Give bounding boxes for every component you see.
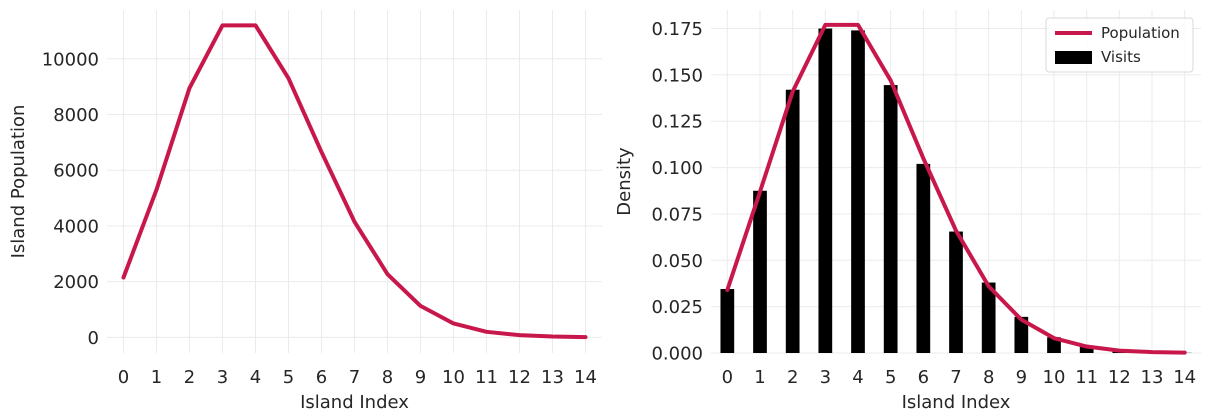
y-tick-label: 0.075: [651, 204, 703, 225]
x-tick-label: 5: [283, 367, 294, 388]
x-axis-label: Island Index: [902, 392, 1011, 411]
bar-visits: [1014, 316, 1029, 353]
y-tick-label: 0.175: [651, 19, 703, 40]
x-tick-label: 13: [541, 367, 564, 388]
line-population: [725, 22, 1187, 355]
x-tick-label: 14: [1173, 367, 1196, 388]
x-tick-label: 8: [382, 367, 393, 388]
bar-visits: [1047, 337, 1061, 353]
bar-visits: [753, 190, 767, 353]
x-tick-label: 2: [184, 367, 195, 388]
y-tick-label: 6000: [53, 161, 99, 182]
y-axis-label: Density: [614, 147, 635, 216]
legend-swatch-visits: [1055, 51, 1092, 64]
x-tick-label: 12: [508, 367, 531, 388]
x-tick-label: 4: [250, 367, 261, 388]
y-tick-label: 0.150: [651, 65, 703, 86]
y-tick-label: 0.025: [651, 297, 703, 318]
y-tick-label: 0.050: [651, 251, 703, 272]
x-tick-label: 1: [151, 367, 162, 388]
bar-visits: [883, 85, 898, 354]
left-chart-population: 0 1 2 3 4 5 6 7 8 9 10 11 12 13 1402000400060008000100…: [8, 10, 602, 411]
x-tick-label: 7: [950, 367, 961, 388]
bar-visits: [916, 163, 931, 353]
x-tick-label: 9: [1016, 367, 1027, 388]
legend-label-visits: Visits: [1101, 48, 1141, 66]
x-tick-label: 0: [118, 367, 129, 388]
x-tick-label: 5: [885, 367, 896, 388]
bar-visits: [720, 289, 735, 353]
x-tick-label: 3: [217, 367, 228, 388]
x-tick-label: 7: [349, 367, 360, 388]
bar-visits: [785, 89, 800, 353]
x-tick-label: 0: [722, 367, 733, 388]
bar-visits: [981, 282, 996, 353]
y-tick-label: 0: [88, 328, 99, 349]
line-population: [121, 23, 588, 340]
x-tick-label: 8: [983, 367, 994, 388]
x-tick-label: 10: [442, 367, 465, 388]
x-tick-label: 2: [787, 367, 798, 388]
y-tick-label: 2000: [53, 272, 99, 293]
x-tick-label: 9: [415, 367, 426, 388]
y-tick-label: 4000: [53, 216, 99, 237]
x-tick-label: 6: [316, 367, 327, 388]
x-tick-label: 3: [820, 367, 831, 388]
x-tick-label: 6: [918, 367, 929, 388]
y-tick-label: 0.100: [651, 158, 703, 179]
y-tick-label: 8000: [53, 105, 99, 126]
x-tick-label: 13: [1141, 367, 1164, 388]
y-tick-label: 0.125: [651, 112, 703, 133]
x-tick-label: 11: [1075, 367, 1098, 388]
bar-visits: [1079, 346, 1094, 353]
right-chart-density: 0 1 2 3 4 5 6 7 8 9 10 11 12 13 140.0000.0250.0500.075…: [614, 10, 1201, 411]
legend-label-population: Population: [1101, 24, 1180, 42]
x-tick-label: 1: [754, 367, 765, 388]
bar-visits: [949, 231, 963, 353]
x-axis-label: Island Index: [300, 392, 409, 411]
x-tick-label: 4: [852, 367, 863, 388]
y-tick-label: 0.000: [651, 344, 703, 365]
bar-visits: [818, 28, 833, 354]
legend: Population Visits: [1045, 17, 1194, 73]
bar-visits: [851, 30, 865, 354]
y-tick-label: 10000: [42, 49, 99, 70]
y-axis-label: Island Population: [8, 105, 29, 259]
x-tick-label: 10: [1043, 367, 1066, 388]
x-tick-label: 12: [1108, 367, 1131, 388]
x-tick-label: 11: [475, 367, 498, 388]
x-tick-label: 14: [574, 367, 597, 388]
